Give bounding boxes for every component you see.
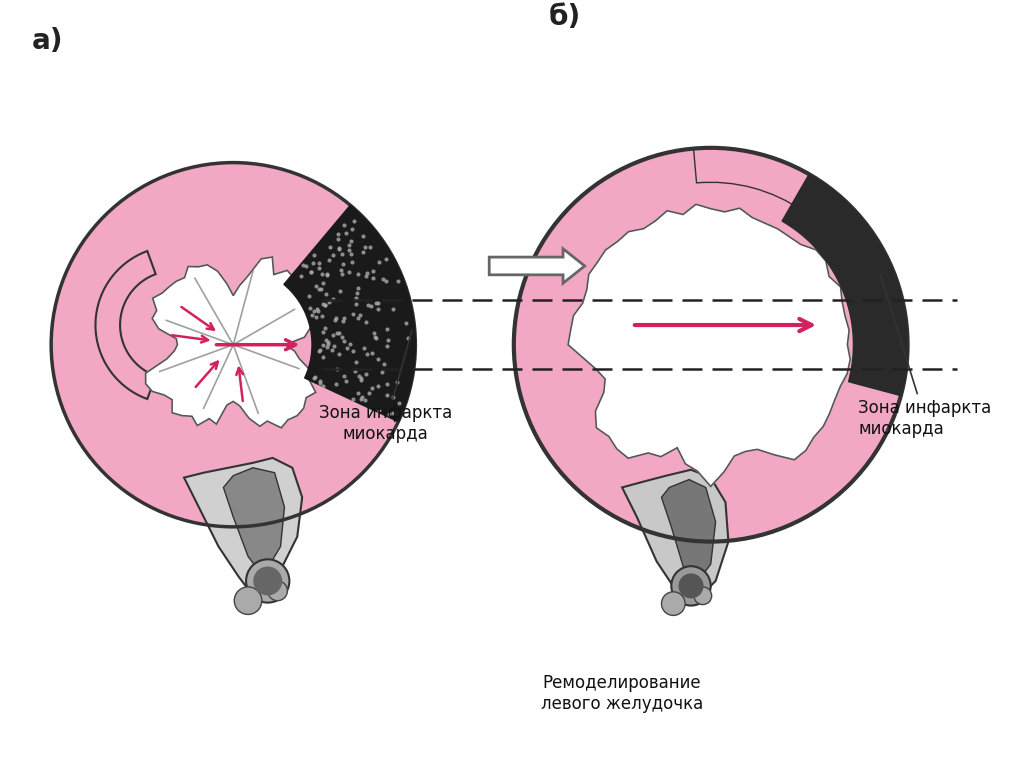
Text: б): б) xyxy=(548,3,581,31)
Circle shape xyxy=(234,587,262,614)
Circle shape xyxy=(514,147,907,541)
Circle shape xyxy=(51,163,416,527)
Polygon shape xyxy=(623,470,728,601)
Wedge shape xyxy=(693,147,823,212)
Circle shape xyxy=(246,559,290,603)
Polygon shape xyxy=(568,204,850,486)
Text: Зона инфаркта
миокарда: Зона инфаркта миокарда xyxy=(858,274,991,438)
Text: Ремоделирование
левого желудочка: Ремоделирование левого желудочка xyxy=(541,674,703,713)
Circle shape xyxy=(694,587,712,604)
Text: а): а) xyxy=(32,28,62,55)
Polygon shape xyxy=(782,174,907,396)
Circle shape xyxy=(672,566,711,606)
Polygon shape xyxy=(284,205,416,422)
Text: Зона инфаркта
миокарда: Зона инфаркта миокарда xyxy=(319,330,453,443)
Polygon shape xyxy=(662,479,716,584)
Polygon shape xyxy=(95,251,156,399)
Polygon shape xyxy=(184,458,302,596)
Polygon shape xyxy=(223,468,285,576)
Circle shape xyxy=(254,568,282,594)
Circle shape xyxy=(267,581,288,601)
FancyArrow shape xyxy=(489,249,585,283)
Polygon shape xyxy=(145,257,315,428)
Circle shape xyxy=(662,592,685,615)
Circle shape xyxy=(679,574,702,598)
